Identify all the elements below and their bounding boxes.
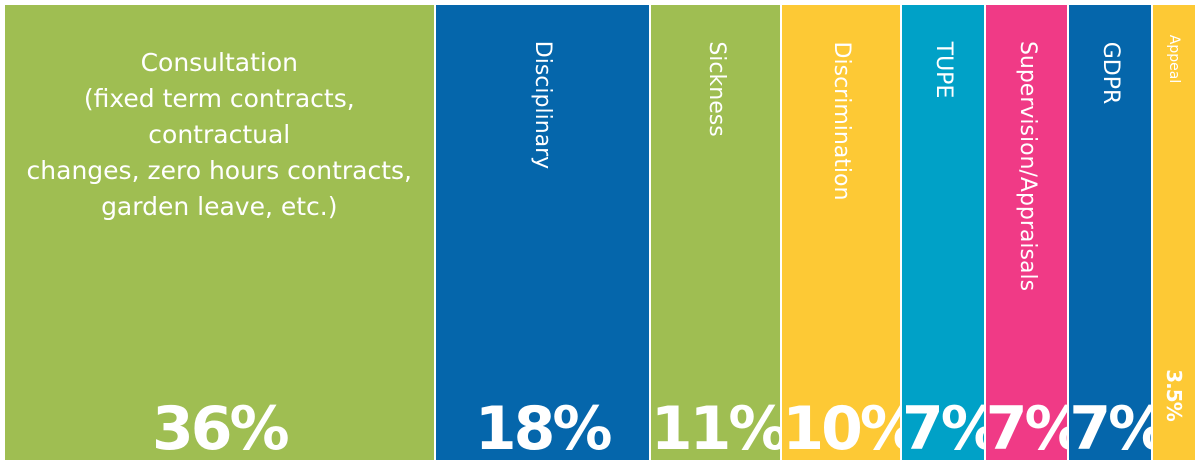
- bar-segment: Appeal 3.5%: [1153, 5, 1195, 460]
- value-label: 7%: [1069, 394, 1151, 460]
- category-label: Disciplinary: [530, 40, 556, 170]
- category-label: Sickness: [703, 40, 729, 137]
- category-label: GDPR: [1098, 41, 1124, 104]
- value-label: 7%: [901, 394, 984, 460]
- category-label: Appeal: [1166, 34, 1183, 84]
- bar-segment: Sickness 11%: [650, 5, 781, 460]
- value-label: 7%: [985, 394, 1068, 460]
- value-label: 36%: [151, 394, 290, 460]
- category-label: Consultation (fixed term contracts, cont…: [26, 48, 412, 221]
- value-label: 11%: [650, 394, 781, 460]
- value-label: 10%: [782, 394, 900, 460]
- category-label: TUPE: [930, 41, 956, 98]
- category-label: Supervision/Appraisals: [1014, 40, 1040, 292]
- bar-segment: Discrimination 10%: [782, 5, 900, 460]
- bar-segment: TUPE 7%: [901, 5, 984, 460]
- bar-segment: GDPR 7%: [1069, 5, 1152, 460]
- value-label: 3.5%: [1162, 369, 1187, 421]
- value-label: 18%: [474, 394, 613, 460]
- bar-segment: Supervision/Appraisals 7%: [985, 5, 1068, 460]
- bar-segment: Disciplinary 18%: [435, 5, 649, 460]
- category-label: Discrimination: [829, 41, 855, 200]
- bar-segment: Consultation (fixed term contracts, cont…: [5, 5, 434, 460]
